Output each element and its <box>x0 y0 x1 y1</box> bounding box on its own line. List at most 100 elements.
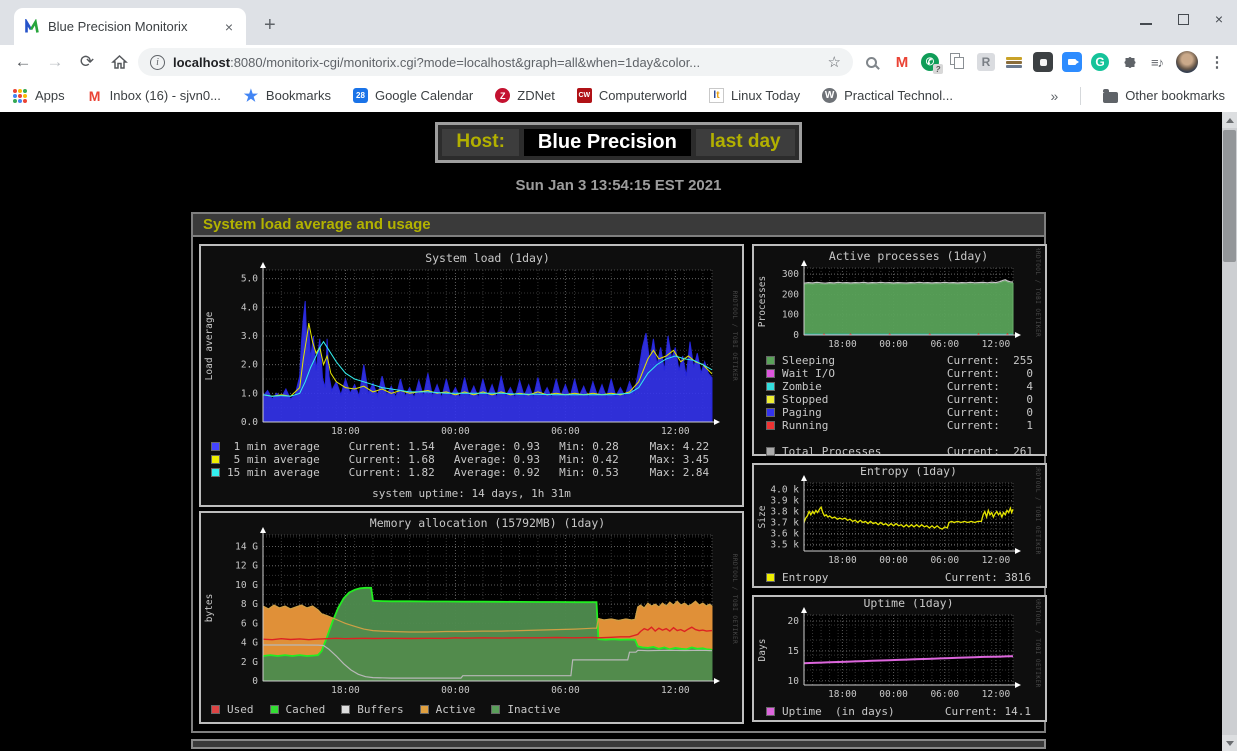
svg-text:00:00: 00:00 <box>879 339 908 350</box>
legend-row: Stopped Current: 0 <box>756 393 1043 406</box>
forward-button[interactable]: → <box>46 52 64 71</box>
legend-swatch <box>419 705 429 714</box>
svg-text:4 G: 4 G <box>241 638 258 649</box>
bookmark-label: Inbox (16) - sjvn0... <box>109 88 221 103</box>
svg-text:18:00: 18:00 <box>828 689 857 700</box>
legend-current: Current: 3816 <box>944 571 1031 584</box>
svg-text:10 G: 10 G <box>235 580 258 591</box>
bookmark-apps[interactable]: Apps <box>12 88 65 104</box>
back-button[interactable]: ← <box>14 52 32 71</box>
books-extension-icon[interactable] <box>1004 52 1024 72</box>
svg-text:Active processes (1day): Active processes (1day) <box>829 249 988 263</box>
gmail-extension-icon[interactable]: M <box>895 53 909 71</box>
svg-text:8 G: 8 G <box>241 599 258 610</box>
system-load-graph[interactable]: 0.0 1.0 2.0 3.0 4.0 5.0 18:00 00:00 06:00 12:00 Sy… <box>203 248 740 440</box>
zoom-extension-icon[interactable] <box>1062 52 1082 72</box>
entropy-graph[interactable]: 3.5 k3.6 k3.7 k3.8 k3.9 k4.0 k 18:00 00:00… <box>756 467 1043 568</box>
legend-swatch <box>211 455 220 464</box>
profile-avatar[interactable] <box>1176 51 1198 73</box>
other-bookmarks-button[interactable]: Other bookmarks <box>1103 88 1225 103</box>
grammarly-extension-icon[interactable]: G <box>1091 53 1109 71</box>
minimize-button[interactable] <box>1139 22 1152 25</box>
apps-grid-icon <box>12 88 28 104</box>
bookmark-inbox[interactable]: M Inbox (16) - sjvn0... <box>87 88 221 104</box>
search-icon[interactable] <box>863 52 883 72</box>
legend-item: Active <box>419 703 475 716</box>
uptime-graph[interactable]: 10 15 20 18:00 00:00 06:00 12:00 Uptime (1day) D… <box>756 599 1043 702</box>
page-scrollbar[interactable] <box>1222 112 1237 751</box>
svg-text:10: 10 <box>788 676 800 687</box>
svg-text:3.6 k: 3.6 k <box>770 528 799 539</box>
scrollbar-up-arrow[interactable] <box>1222 112 1237 128</box>
host-header: Host: Blue Precision last day <box>435 122 802 163</box>
url-host: localhost <box>173 54 231 70</box>
extensions-row: M ✆? R G ≡♪ ⋮ <box>859 51 1227 74</box>
bookmarks-overflow-icon[interactable]: » <box>1050 87 1059 104</box>
hangouts-extension-icon[interactable]: ✆? <box>921 53 943 74</box>
svg-text:00:00: 00:00 <box>441 685 470 696</box>
legend-item: Uptime (in days) <box>766 705 895 718</box>
svg-text:06:00: 06:00 <box>551 426 580 437</box>
playlist-extension-icon[interactable]: ≡♪ <box>1150 54 1164 70</box>
bookmark-bookmarks[interactable]: ★ Bookmarks <box>243 87 331 105</box>
scrollbar-thumb[interactable] <box>1223 130 1236 262</box>
svg-text:20: 20 <box>788 616 800 627</box>
legend-row: Sleeping Current: 255 <box>756 354 1043 367</box>
bookmark-star-icon[interactable]: ☆ <box>827 54 841 71</box>
legend-item: Cached <box>269 703 325 716</box>
svg-text:bytes: bytes <box>204 594 215 623</box>
svg-text:3.5 k: 3.5 k <box>770 539 799 550</box>
close-window-button[interactable]: × <box>1214 11 1223 27</box>
maximize-button[interactable] <box>1177 13 1189 25</box>
svg-text:6 G: 6 G <box>241 618 258 629</box>
browser-tab[interactable]: Blue Precision Monitorix × <box>14 8 246 45</box>
url-text: localhost:8080/monitorix-cgi/monitorix.c… <box>173 54 701 70</box>
page-info-icon[interactable]: i <box>150 54 165 70</box>
memory-allocation-panel: 0 2 G 4 G 6 G 8 G 10 G 12 G 14 G 18:00 00:00 06:00… <box>199 511 744 724</box>
extensions-puzzle-icon[interactable] <box>1118 52 1138 72</box>
svg-text:12:00: 12:00 <box>661 685 690 696</box>
system-section: System load average and usage 0.0 1.0 2.0 3… <box>191 212 1047 733</box>
memory-allocation-graph[interactable]: 0 2 G 4 G 6 G 8 G 10 G 12 G 14 G 18:00 00:00 06:00… <box>203 515 740 699</box>
svg-text:12:00: 12:00 <box>661 426 690 437</box>
address-bar[interactable]: i localhost:8080/monitorix-cgi/monitorix… <box>138 48 853 76</box>
vault-extension-icon[interactable] <box>1033 52 1053 72</box>
bookmark-label: Google Calendar <box>374 88 474 103</box>
divider <box>1080 86 1082 105</box>
monitorix-favicon <box>25 18 39 33</box>
computerworld-icon: CW <box>576 88 592 103</box>
time-range[interactable]: last day <box>695 129 795 156</box>
bookmark-zdnet[interactable]: Z ZDNet <box>495 88 555 103</box>
svg-text:06:00: 06:00 <box>930 689 959 700</box>
bookmark-practical-technology[interactable]: W Practical Technol... <box>822 88 953 103</box>
svg-text:Entropy (1day): Entropy (1day) <box>860 467 957 478</box>
reload-button[interactable]: ⟳ <box>79 52 95 71</box>
scrollbar-down-arrow[interactable] <box>1222 735 1237 751</box>
svg-text:Uptime (1day): Uptime (1day) <box>863 599 953 610</box>
legend-swatch <box>269 705 279 714</box>
new-tab-button[interactable]: + <box>264 14 276 36</box>
host-name: Blue Precision <box>523 129 691 156</box>
star-icon: ★ <box>243 87 259 105</box>
tab-close-icon[interactable]: × <box>224 18 233 35</box>
svg-text:System load (1day): System load (1day) <box>425 251 550 265</box>
active-processes-graph[interactable]: 0 100 200 300 18:00 00:00 06:00 12:00 Active pro… <box>756 248 1043 352</box>
other-bookmarks-label: Other bookmarks <box>1125 88 1225 103</box>
svg-text:Size: Size <box>757 505 768 528</box>
system-uptime-note: system uptime: 14 days, 1h 31m <box>372 487 571 500</box>
home-button[interactable] <box>106 49 132 75</box>
copy-pages-extension-icon[interactable] <box>948 52 968 72</box>
svg-text:4.0 k: 4.0 k <box>770 485 799 496</box>
r-extension-icon[interactable]: R <box>977 53 995 71</box>
svg-text:0: 0 <box>793 330 799 341</box>
svg-text:RRDTOOL / TOBI OETIKER: RRDTOOL / TOBI OETIKER <box>1034 248 1041 337</box>
active-processes-panel: 0 100 200 300 18:00 00:00 06:00 12:00 Active pro… <box>752 244 1047 458</box>
folder-icon <box>1103 88 1119 103</box>
bookmark-google-calendar[interactable]: 28 Google Calendar <box>352 88 474 103</box>
legend-swatch <box>211 468 220 477</box>
tab-strip: Blue Precision Monitorix × + × <box>0 0 1237 45</box>
bookmark-computerworld[interactable]: CW Computerworld <box>576 88 687 103</box>
browser-menu-icon[interactable]: ⋮ <box>1209 54 1225 71</box>
svg-text:2 G: 2 G <box>241 657 258 668</box>
